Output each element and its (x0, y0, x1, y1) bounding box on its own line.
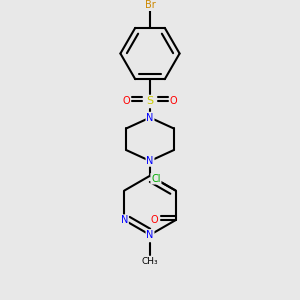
Text: S: S (146, 96, 154, 106)
Text: N: N (146, 112, 154, 123)
Text: O: O (150, 215, 158, 225)
Text: N: N (146, 230, 154, 240)
Text: CH₃: CH₃ (142, 257, 158, 266)
Text: O: O (170, 96, 178, 106)
Text: Cl: Cl (151, 174, 160, 184)
Text: Br: Br (145, 0, 155, 10)
Text: O: O (122, 96, 130, 106)
Text: N: N (146, 156, 154, 166)
Text: N: N (121, 215, 128, 225)
